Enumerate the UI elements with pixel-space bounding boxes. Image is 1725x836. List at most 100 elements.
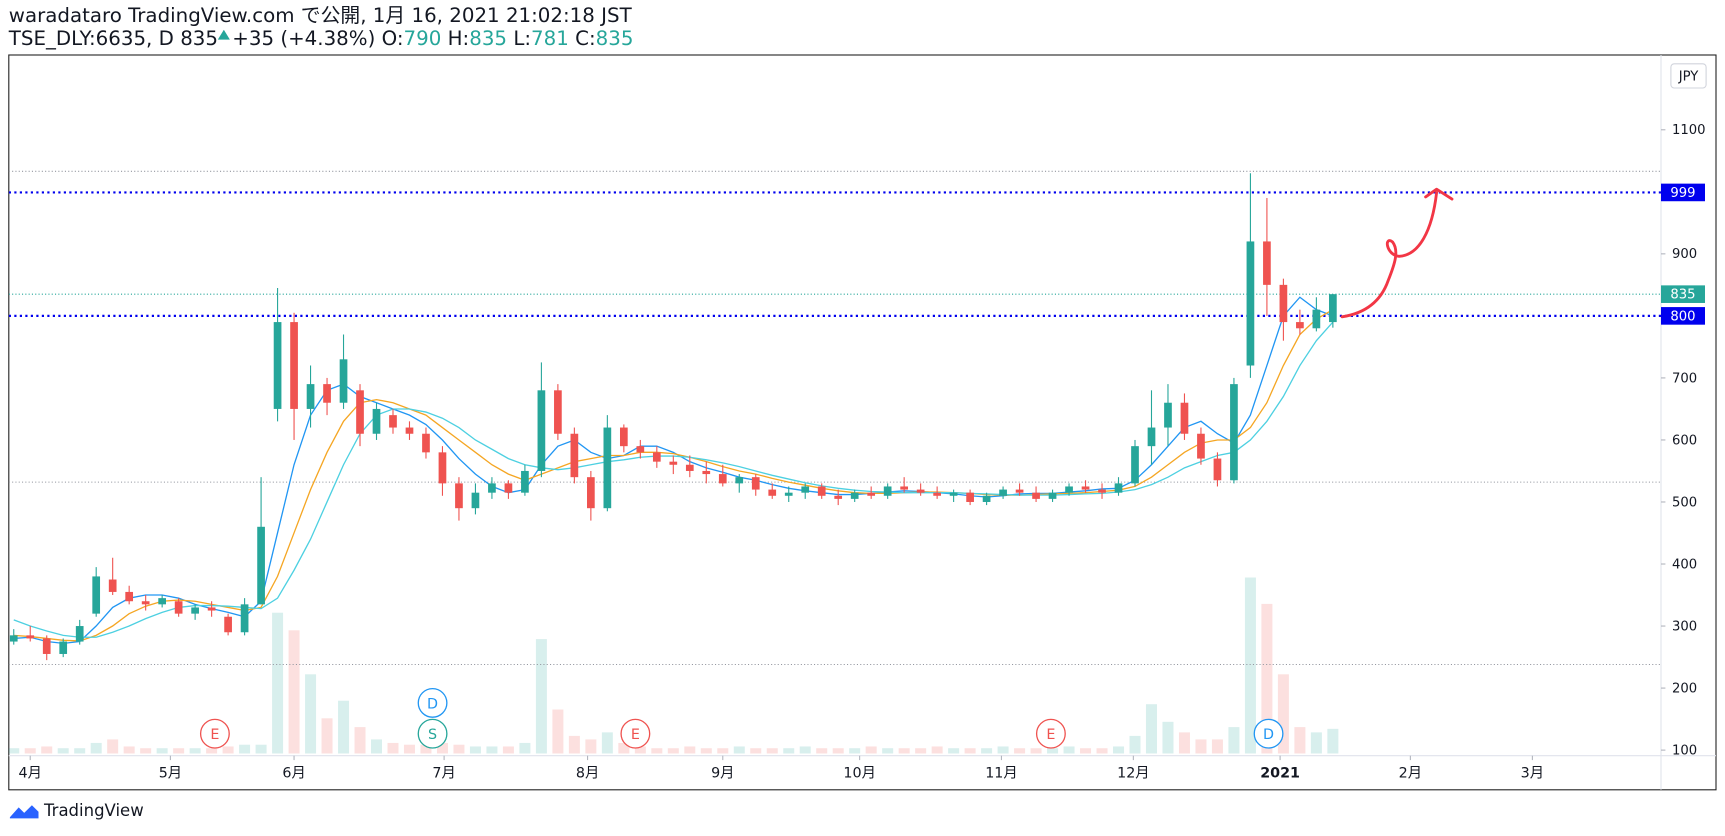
- high-label: H:: [447, 27, 470, 51]
- volume-bar: [651, 748, 663, 754]
- currency: JPY: [1678, 69, 1700, 84]
- volume-bar: [338, 700, 350, 754]
- volume-bar: [1211, 739, 1223, 754]
- candle-body: [207, 607, 216, 611]
- candle-body: [652, 452, 661, 462]
- price-tag: [1661, 307, 1705, 325]
- candle-body: [718, 474, 727, 484]
- volume-bar: [288, 630, 300, 754]
- hand-drawn-arrow: [1340, 187, 1454, 319]
- candle-body: [1131, 446, 1139, 484]
- candle-body: [933, 492, 941, 496]
- y-tick-label: 400: [1672, 557, 1697, 572]
- volume-bar: [585, 739, 597, 754]
- candle-body: [471, 492, 480, 509]
- candle-body: [1164, 402, 1172, 428]
- candle-body: [191, 607, 199, 614]
- volume-bar: [1096, 748, 1108, 754]
- volume-bar: [915, 748, 927, 754]
- volume-bar: [206, 748, 218, 754]
- candle-body: [125, 591, 134, 602]
- candle-body: [141, 601, 150, 605]
- volume-bar: [173, 748, 185, 754]
- volume-bar: [239, 744, 251, 754]
- candle-body: [273, 322, 282, 409]
- volume-bar: [1228, 727, 1240, 754]
- volume-bar: [420, 744, 432, 754]
- candle-body: [1015, 489, 1024, 493]
- volume-bar: [1129, 735, 1141, 754]
- x-tick-label: 3月: [1521, 766, 1544, 782]
- price-tag-label: 800: [1670, 309, 1695, 324]
- candle-body: [422, 433, 430, 453]
- candle-body: [784, 492, 793, 496]
- candle-body: [867, 492, 876, 496]
- y-tick-label: 300: [1672, 619, 1697, 634]
- volume-bar: [865, 746, 877, 754]
- candle-body: [1081, 486, 1090, 490]
- volume-bar: [436, 742, 448, 754]
- candle-body: [42, 638, 51, 654]
- volume-bar: [931, 746, 943, 754]
- candle-body: [554, 390, 562, 434]
- volume-bar: [1277, 674, 1289, 754]
- volume-bar: [832, 748, 844, 754]
- candle-body: [405, 427, 414, 434]
- candle-body: [356, 390, 364, 434]
- candle-body: [339, 359, 348, 403]
- candle-body: [587, 477, 595, 509]
- candle-body: [669, 461, 678, 465]
- candle-body: [916, 489, 925, 493]
- candle-body: [455, 483, 463, 509]
- volume-bar: [57, 748, 69, 754]
- candle-body: [636, 446, 645, 453]
- candle-body: [1263, 241, 1271, 285]
- volume-bar: [1294, 727, 1306, 754]
- candle-body: [9, 635, 18, 642]
- change: +35 (+4.38%): [232, 27, 376, 51]
- volume-bar: [469, 746, 481, 754]
- volume-bar: [8, 748, 20, 754]
- candle-body: [521, 470, 529, 493]
- event-label: E: [1046, 727, 1055, 743]
- volume-bar: [41, 746, 53, 754]
- volume-pane: [8, 577, 1339, 754]
- candle-body: [389, 415, 397, 428]
- quote-line: TSE_DLY:6635, D 835 +35 (+4.38%) O:790 H:…: [9, 28, 634, 51]
- x-tick-label: 4月: [19, 766, 42, 782]
- candle-body: [1312, 309, 1321, 329]
- volume-bar: [354, 727, 366, 754]
- candle-body: [108, 579, 117, 592]
- volume-bar: [1261, 603, 1273, 754]
- volume-bar: [123, 746, 135, 754]
- volume-bar: [305, 674, 317, 754]
- currency-box: [1670, 63, 1707, 89]
- candle-body: [768, 489, 777, 496]
- volume-bar: [700, 748, 712, 754]
- candle-body: [323, 384, 331, 403]
- candle-body: [1329, 294, 1337, 323]
- price-tag-label: 835: [1670, 288, 1695, 303]
- volume-bar: [1063, 746, 1075, 754]
- candle-body: [982, 495, 991, 502]
- candle-body: [1180, 402, 1189, 434]
- volume-bar: [552, 709, 564, 754]
- volume-bar: [816, 748, 828, 754]
- event-marker: [1035, 718, 1066, 749]
- close-label: C:: [575, 27, 596, 51]
- volume-bar: [799, 746, 811, 754]
- candle-body: [735, 477, 744, 484]
- candle-body: [900, 486, 909, 490]
- volume-bar: [255, 744, 267, 754]
- candle-body: [619, 427, 628, 447]
- x-tick-label: 11月: [985, 766, 1018, 782]
- candle-body: [158, 598, 166, 605]
- candle-body: [850, 492, 859, 499]
- candle-body: [488, 483, 496, 493]
- x-tick-label: 2月: [1399, 766, 1422, 782]
- low-value: 781: [531, 27, 569, 51]
- price-tag: [1661, 285, 1705, 303]
- volume-bar: [667, 748, 679, 754]
